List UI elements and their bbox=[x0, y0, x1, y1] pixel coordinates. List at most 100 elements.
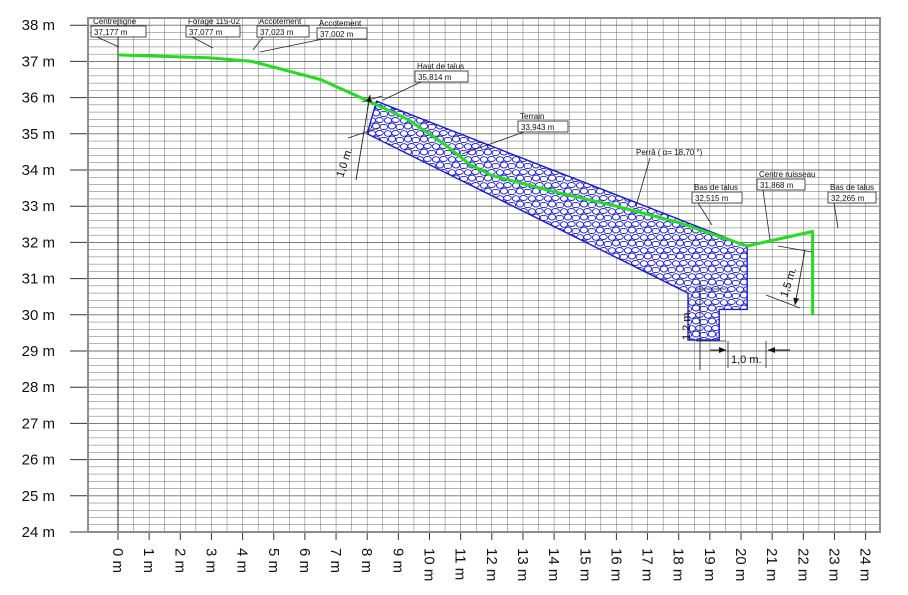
annotation-value-box bbox=[517, 120, 569, 133]
annotation-title: Centre ruisseau bbox=[759, 170, 815, 179]
y-tick-label: 38 m bbox=[22, 17, 55, 34]
terrain-line bbox=[117, 53, 815, 315]
leader-line bbox=[382, 81, 422, 101]
leader-line bbox=[191, 36, 214, 49]
leader-line bbox=[96, 36, 120, 48]
y-tick-label: 37 m bbox=[22, 53, 55, 70]
annotation-value-box bbox=[316, 27, 368, 40]
x-tick-label: 6 m bbox=[296, 548, 313, 573]
x-tick-label: 8 m bbox=[358, 548, 375, 573]
x-tick-label: 20 m bbox=[732, 548, 749, 581]
x-tick-label: 18 m bbox=[670, 548, 687, 581]
x-tick-label: 9 m bbox=[389, 548, 406, 573]
y-tick-label: 25 m bbox=[22, 488, 55, 505]
dim-label: 1,5 m. bbox=[778, 266, 799, 299]
dim-ext-line bbox=[347, 127, 379, 139]
leader-line bbox=[762, 189, 771, 241]
x-tick-label: 24 m bbox=[857, 548, 874, 581]
y-tick-label: 28 m bbox=[22, 379, 55, 396]
annotation-value-box bbox=[90, 25, 147, 38]
annotation-value-box bbox=[756, 178, 806, 191]
dim-label: 1,2 m. bbox=[681, 309, 693, 340]
leader-line bbox=[635, 157, 651, 207]
annotation-value-box bbox=[691, 191, 743, 204]
x-tick-label: 17 m bbox=[639, 548, 656, 581]
dim-ext-line bbox=[361, 95, 383, 103]
x-tick-label: 13 m bbox=[514, 548, 531, 581]
y-tick-label: 26 m bbox=[22, 452, 55, 469]
annotation-value: 31,868 m bbox=[760, 181, 794, 190]
x-tick-label: 22 m bbox=[794, 548, 811, 581]
annotation: Terrain 33,943 m bbox=[461, 112, 569, 155]
x-tick-label: 12 m bbox=[483, 548, 500, 581]
annotation: Haut de talus 35,814 m bbox=[382, 62, 469, 101]
y-tick-label: 24 m bbox=[22, 524, 55, 541]
annotation-title: Centre ligne bbox=[93, 17, 137, 26]
y-tick-label: 27 m bbox=[22, 415, 55, 432]
x-tick-label: 19 m bbox=[701, 548, 718, 581]
x-axis-ticks: 0 m 1 m 2 m 3 m 4 m 5 m 6 m 7 m 8 m 9 m 10 m 11 m 12… bbox=[109, 532, 874, 581]
annotation-value-box bbox=[414, 70, 469, 83]
dim-line bbox=[793, 249, 806, 306]
x-tick-label: 15 m bbox=[576, 548, 593, 581]
dim-ext-line bbox=[765, 294, 801, 309]
dim-label: 1,0 m. bbox=[731, 354, 762, 366]
leader-line bbox=[259, 38, 324, 53]
annotation-value: 33,943 m bbox=[521, 123, 555, 132]
annotation-value: 37,177 m bbox=[94, 28, 128, 37]
annotation-title: Terrain bbox=[520, 112, 544, 121]
x-tick-label: 2 m bbox=[171, 548, 188, 573]
x-tick-label: 21 m bbox=[763, 548, 780, 581]
leader-line bbox=[833, 202, 839, 229]
leader-line bbox=[461, 131, 525, 155]
y-tick-label: 31 m bbox=[22, 271, 55, 288]
annotation-value-box bbox=[827, 191, 877, 204]
y-tick-label: 32 m bbox=[22, 234, 55, 251]
annotation-value: 37,023 m bbox=[260, 28, 294, 37]
annotation-value-box bbox=[256, 25, 310, 38]
y-tick-label: 29 m bbox=[22, 343, 55, 360]
annotation: Centre ligne 37,177 m bbox=[90, 17, 147, 48]
annotation: Accotement 37,023 m bbox=[252, 17, 310, 51]
x-tick-label: 14 m bbox=[545, 548, 562, 581]
annotation-title: Bas de talus bbox=[830, 183, 874, 192]
annotation: Forage 115-02 37,077 m bbox=[185, 17, 240, 49]
x-tick-label: 1 m bbox=[140, 548, 157, 573]
annotation: Perrâ ( α= 18,70 °) bbox=[635, 148, 703, 207]
annotation: Bas de talus 32,515 m bbox=[691, 183, 743, 226]
annotation-title: Forage 115-02 bbox=[188, 17, 240, 26]
y-tick-label: 35 m bbox=[22, 126, 55, 143]
terrain-profile bbox=[117, 53, 815, 315]
plot-frame bbox=[87, 17, 881, 533]
y-axis-ticks: 24 m 25 m 26 m 27 m 28 m 29 m 30 m 31 m 32 m 33 m… bbox=[22, 17, 88, 541]
y-tick-label: 34 m bbox=[22, 162, 55, 179]
annotation-value: 32,265 m bbox=[831, 194, 865, 203]
x-tick-label: 5 m bbox=[265, 548, 282, 573]
leader-line bbox=[252, 36, 264, 51]
dim-line bbox=[355, 94, 372, 181]
annotation-title: Bas de talus bbox=[694, 183, 738, 192]
annotation-title: Perrâ ( α= 18,70 °) bbox=[636, 148, 703, 157]
y-tick-label: 36 m bbox=[22, 90, 55, 107]
leader-line bbox=[697, 202, 713, 226]
riprap-zone bbox=[366, 100, 748, 341]
annotation-value: 35,814 m bbox=[418, 73, 452, 82]
annotation-title: Accotement bbox=[259, 17, 302, 26]
annotation-title: Accotement bbox=[319, 19, 362, 28]
y-tick-label: 33 m bbox=[22, 198, 55, 215]
annotation-title: Haut de talus bbox=[417, 62, 464, 71]
annotation: Centre ruisseau 31,868 m bbox=[756, 170, 815, 241]
x-tick-label: 23 m bbox=[825, 548, 842, 581]
annotation-value: 37,002 m bbox=[320, 30, 354, 39]
point-annotations: Centre ligne 37,177 m Forage 115-02 37,077 … bbox=[90, 17, 877, 241]
x-tick-label: 16 m bbox=[607, 548, 624, 581]
x-tick-label: 7 m bbox=[327, 548, 344, 573]
x-tick-label: 11 m bbox=[452, 548, 469, 580]
grid bbox=[88, 18, 880, 540]
annotation-value: 32,515 m bbox=[695, 194, 729, 203]
annotation: Accotement 37,002 m bbox=[259, 19, 368, 53]
x-tick-label: 4 m bbox=[234, 548, 251, 573]
y-tick-label: 30 m bbox=[22, 307, 55, 324]
riprap-polygon bbox=[366, 100, 748, 341]
